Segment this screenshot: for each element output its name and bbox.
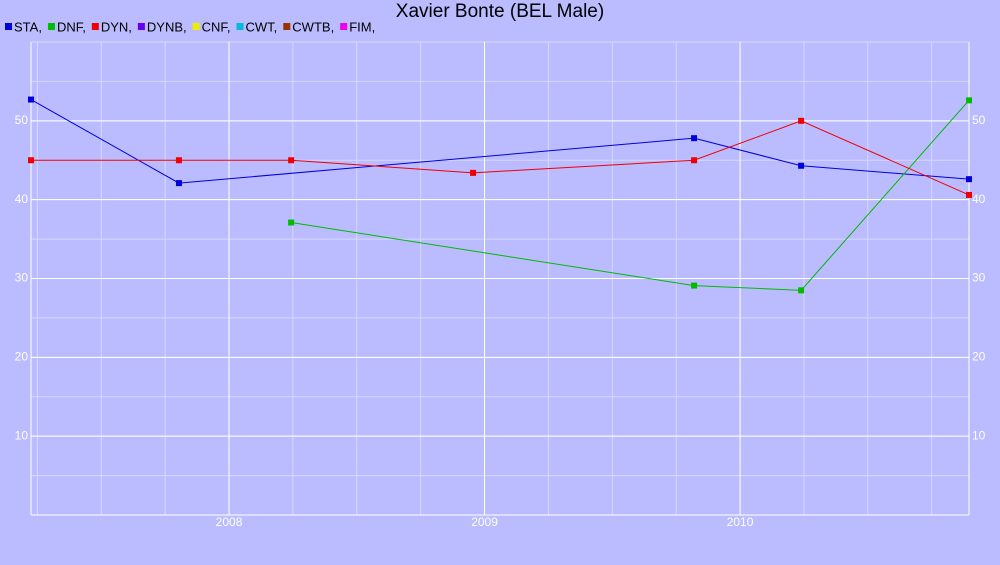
y-tick-label: 50 (15, 113, 29, 127)
data-point (175, 157, 182, 164)
data-point (691, 157, 698, 164)
legend-swatch (236, 23, 244, 30)
y2-tick-label: 10 (972, 428, 986, 442)
legend-label: CWTB, (292, 19, 334, 34)
y-tick-label: 20 (15, 350, 29, 364)
legend-swatch (192, 23, 200, 30)
x-tick-label: 2010 (727, 515, 754, 529)
legend-label: CWT, (246, 19, 278, 34)
data-point (798, 162, 805, 169)
legend-swatch (47, 23, 55, 30)
legend-label: DYN, (101, 19, 132, 34)
data-point (966, 176, 972, 183)
legend-swatch (340, 23, 348, 30)
x-tick-label: 2009 (471, 515, 498, 529)
data-point (966, 191, 972, 198)
y2-tick-label: 50 (972, 113, 986, 127)
data-point (798, 287, 805, 294)
data-point (470, 169, 477, 176)
legend-swatch (283, 23, 291, 30)
plot (28, 96, 972, 294)
grid: 2008 2009 2010 10 10 20 20 30 30 40 40 50 50 (15, 41, 986, 529)
data-point (691, 282, 698, 289)
legend-label: DNF, (57, 19, 86, 34)
legend-label: CNF, (202, 19, 231, 34)
legend-swatch (91, 23, 99, 30)
data-point (175, 180, 182, 187)
y-tick-label: 10 (15, 428, 29, 442)
legend-label: DYNB, (147, 19, 187, 34)
legend-swatch (5, 23, 12, 30)
y2-tick-label: 40 (972, 192, 986, 206)
chart-title: Xavier Bonte (BEL Male) (396, 1, 604, 22)
data-point (28, 96, 34, 103)
legend-label: STA, (14, 19, 42, 34)
data-point (798, 117, 805, 124)
legend-swatch (137, 23, 145, 30)
y-tick-label: 40 (15, 192, 29, 206)
data-point (966, 97, 972, 104)
data-point (691, 135, 698, 142)
data-point (288, 219, 295, 226)
y2-tick-label: 20 (972, 350, 986, 364)
data-point (288, 157, 295, 164)
y2-tick-label: 30 (972, 271, 986, 285)
y-tick-label: 30 (15, 271, 29, 285)
legend-label: FIM, (349, 19, 375, 34)
series-line (291, 100, 970, 291)
x-tick-label: 2008 (216, 515, 243, 529)
data-point (28, 157, 34, 164)
